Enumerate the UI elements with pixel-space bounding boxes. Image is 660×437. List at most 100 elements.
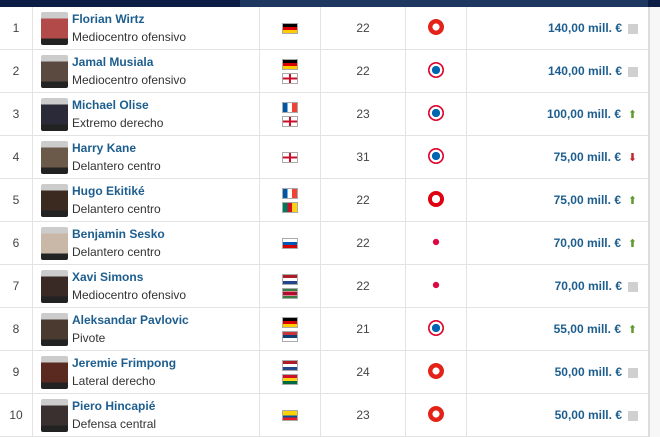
player-position: Mediocentro ofensivo [72, 73, 187, 87]
trend-up-icon: ⬆ [627, 238, 638, 251]
age: 31 [320, 135, 406, 179]
club-bayern-crest-icon[interactable] [428, 104, 444, 121]
player-photo[interactable] [41, 398, 68, 432]
table-row: 3 Michael Olise Extremo derecho 23 100,00… [0, 92, 648, 136]
player-position: Lateral derecho [72, 374, 156, 388]
rank: 2 [0, 49, 33, 93]
flag-england-icon [282, 151, 298, 163]
market-value-link[interactable]: 50,00 mill. € [554, 365, 622, 379]
age: 22 [320, 178, 406, 222]
nationality-cell [259, 49, 321, 93]
player-photo[interactable] [41, 140, 68, 174]
age: 23 [320, 92, 406, 136]
rank: 7 [0, 264, 33, 308]
player-position: Delantero centro [72, 245, 161, 259]
market-value-link[interactable]: 140,00 mill. € [547, 64, 622, 78]
player-photo[interactable] [41, 269, 68, 303]
age: 22 [320, 221, 406, 265]
player-position: Mediocentro ofensivo [72, 288, 187, 302]
market-value-link[interactable]: 140,00 mill. € [547, 21, 622, 35]
rank: 9 [0, 350, 33, 394]
club-bayern-crest-icon[interactable] [428, 61, 444, 78]
player-position: Extremo derecho [72, 116, 164, 130]
rank: 8 [0, 307, 33, 351]
nationality-cell [259, 221, 321, 265]
flag-england-icon [282, 115, 298, 127]
club-leverkusen-crest-icon[interactable] [428, 405, 444, 422]
player-name-link[interactable]: Piero Hincapié [72, 399, 156, 413]
player-name-link[interactable]: Michael Olise [72, 98, 149, 112]
player-photo[interactable] [41, 355, 68, 389]
market-value-link[interactable]: 55,00 mill. € [553, 321, 621, 336]
club-bayern-crest-icon[interactable] [428, 319, 444, 336]
trend-neutral-icon [628, 66, 638, 77]
player-position: Mediocentro ofensivo [72, 30, 187, 44]
rank: 3 [0, 92, 33, 136]
market-value-table: 1 Florian Wirtz Mediocentro ofensivo 22 1… [0, 7, 648, 437]
club-leverkusen-crest-icon[interactable] [428, 18, 444, 35]
flag-ghana-icon [282, 373, 298, 385]
player-photo[interactable] [41, 11, 68, 45]
trend-neutral-icon [628, 281, 638, 292]
rank: 5 [0, 178, 33, 222]
header-bar [0, 0, 660, 7]
market-value-link[interactable]: 50,00 mill. € [554, 408, 622, 422]
player-photo[interactable] [41, 226, 68, 260]
flag-cameroon-icon [282, 201, 298, 213]
flag-serbia-icon [282, 330, 298, 342]
player-name-link[interactable]: Jeremie Frimpong [72, 356, 177, 370]
nationality-cell [259, 307, 321, 351]
scrollbar[interactable] [648, 7, 660, 437]
flag-germany-icon [282, 58, 298, 70]
market-value-link[interactable]: 75,00 mill. € [553, 149, 621, 164]
table-row: 7 Xavi Simons Mediocentro ofensivo 22 70,… [0, 264, 648, 308]
nationality-cell [259, 350, 321, 394]
rank: 1 [0, 7, 33, 50]
flag-suriname-icon [282, 287, 298, 299]
player-name-link[interactable]: Florian Wirtz [72, 12, 145, 26]
table-row: 4 Harry Kane Delantero centro 31 75,00 mi… [0, 135, 648, 179]
player-position: Defensa central [72, 417, 157, 431]
player-photo[interactable] [41, 183, 68, 217]
market-value-link[interactable]: 100,00 mill. € [546, 106, 621, 121]
market-value-link[interactable]: 70,00 mill. € [553, 235, 621, 250]
table-row: 9 Jeremie Frimpong Lateral derecho 24 50,… [0, 350, 648, 394]
trend-down-icon: ⬇ [627, 152, 638, 165]
flag-germany-icon [282, 22, 298, 34]
age: 22 [320, 49, 406, 93]
flag-ecuador-icon [282, 409, 298, 421]
table-row: 8 Aleksandar Pavlovic Pivote 21 55,00 mil… [0, 307, 648, 351]
table-row: 1 Florian Wirtz Mediocentro ofensivo 22 1… [0, 7, 648, 50]
nationality-cell [259, 7, 321, 50]
player-name-link[interactable]: Jamal Musiala [72, 55, 154, 69]
player-position: Delantero centro [72, 202, 161, 216]
age: 24 [320, 350, 406, 394]
player-name-link[interactable]: Benjamin Sesko [72, 227, 165, 241]
market-value-link[interactable]: 75,00 mill. € [553, 192, 621, 207]
player-name-link[interactable]: Xavi Simons [72, 270, 144, 284]
flag-france-icon [282, 187, 298, 199]
player-photo[interactable] [41, 97, 68, 131]
age: 21 [320, 307, 406, 351]
player-position: Delantero centro [72, 159, 161, 173]
age: 23 [320, 393, 406, 437]
flag-netherlands-icon [282, 273, 298, 285]
player-name-link[interactable]: Aleksandar Pavlovic [72, 313, 189, 327]
age: 22 [320, 264, 406, 308]
club-frankfurt-crest-icon[interactable] [428, 190, 444, 207]
club-leipzig-crest-icon[interactable] [428, 276, 444, 293]
trend-neutral-icon [628, 410, 638, 421]
club-bayern-crest-icon[interactable] [428, 147, 444, 164]
age: 22 [320, 7, 406, 50]
player-position: Pivote [72, 331, 106, 345]
club-leipzig-crest-icon[interactable] [428, 233, 444, 250]
club-leverkusen-crest-icon[interactable] [428, 362, 444, 379]
flag-england-icon [282, 72, 298, 84]
trend-up-icon: ⬆ [627, 324, 638, 337]
flag-france-icon [282, 101, 298, 113]
player-name-link[interactable]: Harry Kane [72, 141, 137, 155]
player-photo[interactable] [41, 54, 68, 88]
player-photo[interactable] [41, 312, 68, 346]
player-name-link[interactable]: Hugo Ekitiké [72, 184, 145, 198]
market-value-link[interactable]: 70,00 mill. € [554, 279, 622, 293]
